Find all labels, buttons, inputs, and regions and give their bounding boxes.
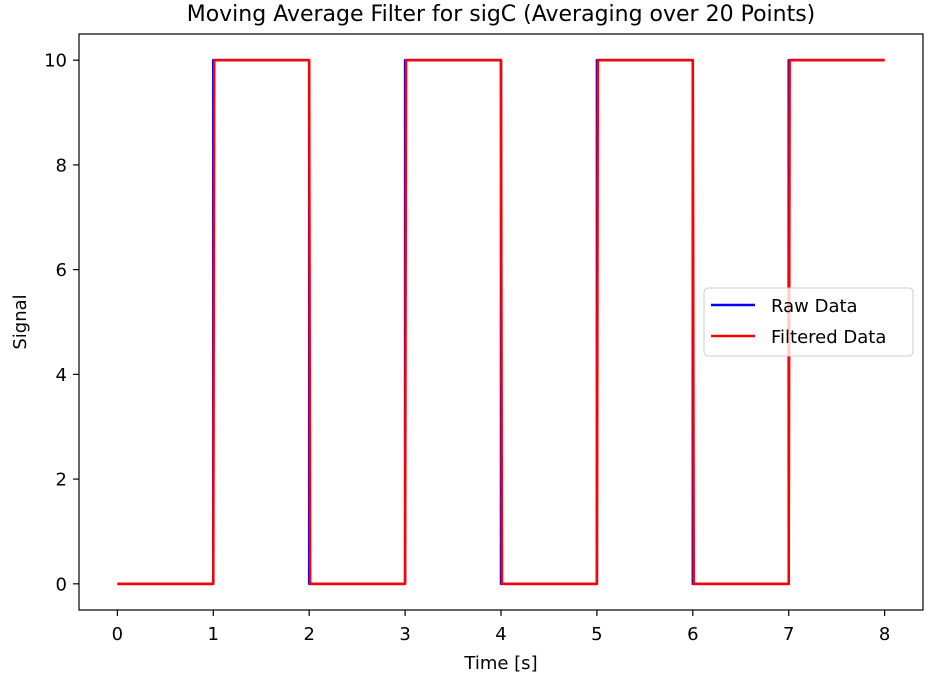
y-tick-label: 10 [44,51,67,72]
x-tick-label: 1 [208,624,219,645]
chart-title: Moving Average Filter for sigC (Averagin… [187,2,816,27]
x-tick-label: 5 [591,624,602,645]
x-tick-label: 6 [687,624,698,645]
x-tick-label: 8 [879,624,890,645]
y-axis: 0 2 4 6 8 10 [44,51,79,595]
y-axis-label: Signal [10,294,31,349]
x-tick-label: 7 [783,624,794,645]
legend: Raw Data Filtered Data [703,287,914,357]
x-tick-label: 2 [303,624,314,645]
x-axis: 0 1 2 3 4 5 6 7 8 [112,610,890,645]
y-tick-label: 8 [56,155,67,176]
x-tick-label: 4 [495,624,506,645]
y-tick-label: 6 [56,260,67,281]
x-axis-label: Time [s] [463,653,537,674]
y-tick-label: 2 [56,470,67,491]
legend-label-raw-data: Raw Data [771,296,858,317]
x-tick-label: 0 [112,624,123,645]
legend-frame [703,287,914,357]
y-tick-label: 0 [56,574,67,595]
series-line-filtered-data [117,58,885,586]
legend-label-filtered-data: Filtered Data [771,327,886,348]
x-tick-label: 3 [399,624,410,645]
y-tick-label: 4 [56,365,67,386]
plot-area [117,58,885,586]
